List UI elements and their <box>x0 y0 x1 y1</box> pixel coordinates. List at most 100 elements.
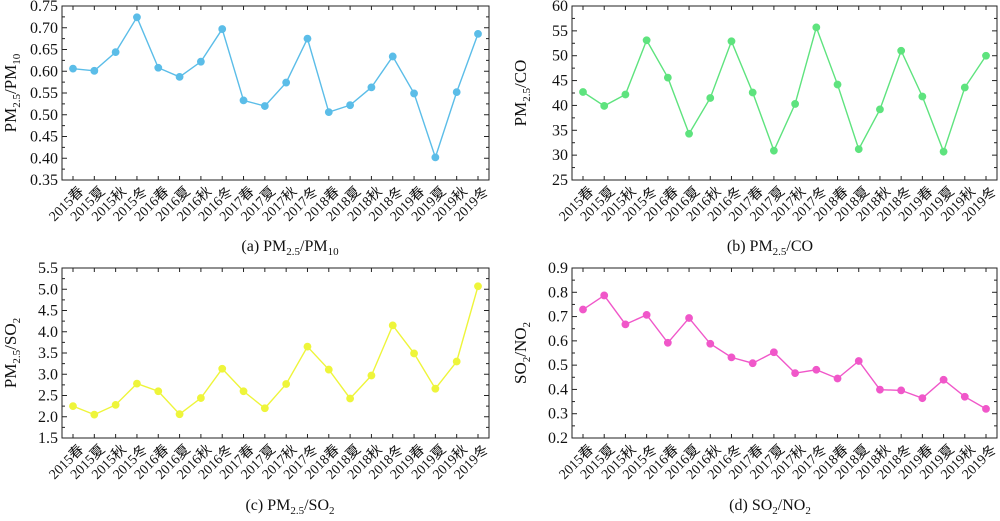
caption-d: (d) SO2/NO2 <box>729 497 811 518</box>
data-point <box>982 51 990 60</box>
data-point <box>812 365 821 374</box>
y-tick-label: 0.3 <box>548 406 568 423</box>
data-point <box>175 410 184 419</box>
data-point <box>452 88 461 97</box>
data-point <box>388 52 397 61</box>
plot-frame <box>61 267 490 439</box>
data-point <box>876 385 884 394</box>
data-point <box>791 369 800 378</box>
y-tick-label: 1.5 <box>38 430 58 447</box>
data-point <box>154 387 163 396</box>
data-point <box>346 394 355 403</box>
data-point <box>431 384 440 393</box>
y-tick-label: 0.50 <box>30 107 58 124</box>
data-point <box>303 34 312 43</box>
data-point <box>727 37 736 46</box>
y-tick-label: 50 <box>552 48 568 65</box>
data-point <box>431 153 440 162</box>
data-point <box>918 394 927 403</box>
plot-frame <box>571 267 998 439</box>
data-point <box>642 310 651 319</box>
data-point <box>939 375 948 384</box>
data-point <box>939 147 948 156</box>
y-tick-label: 45 <box>552 73 568 90</box>
data-point <box>982 404 990 413</box>
caption-a: (a) PM2.5/PM10 <box>241 238 339 259</box>
data-point <box>960 392 969 401</box>
data-point <box>90 410 99 419</box>
data-point <box>69 402 77 411</box>
y-tick-label: 0.8 <box>548 284 568 301</box>
y-tick-label: 0.2 <box>548 430 568 447</box>
y-tick-label: 0.55 <box>30 85 58 102</box>
y-tick-label: 40 <box>552 97 568 114</box>
y-tick-label: 0.65 <box>30 42 58 59</box>
y-tick-label: 0.6 <box>548 333 568 350</box>
y-tick-label: 5.5 <box>38 260 58 277</box>
data-point <box>367 371 376 380</box>
y-tick-label: 55 <box>552 23 568 40</box>
data-point <box>685 314 693 322</box>
plot-frame <box>61 5 490 181</box>
y-tick-label: 3.0 <box>38 366 58 383</box>
data-point <box>854 357 863 365</box>
caption-c: (c) PM2.5/SO2 <box>245 497 335 518</box>
data-point <box>388 321 397 330</box>
data-point <box>324 365 333 374</box>
data-point <box>111 48 120 57</box>
data-point <box>833 374 842 383</box>
data-point <box>410 349 418 358</box>
y-tick-label: 2.5 <box>38 388 58 405</box>
data-point <box>621 90 630 99</box>
y-tick-label: 35 <box>552 122 568 139</box>
data-point <box>876 105 884 114</box>
y-tick-label: 0.9 <box>548 260 568 277</box>
data-point <box>579 305 587 314</box>
y-tick-label: 25 <box>552 172 568 189</box>
data-point <box>854 145 863 154</box>
data-point <box>769 146 778 155</box>
y-axis-title: PM2.5/SO2 <box>1 318 23 388</box>
y-tick-label: 0.35 <box>30 172 58 189</box>
panel-a: 0.350.400.450.500.550.600.650.700.752015… <box>1 0 492 225</box>
data-point <box>748 88 757 97</box>
panel-b: 25303540455055602015春2015夏2015秋2015冬2016… <box>511 0 1000 225</box>
data-point <box>897 386 906 395</box>
y-tick-label: 2.0 <box>38 409 58 426</box>
data-point <box>685 129 693 138</box>
y-tick-label: 0.75 <box>30 0 58 15</box>
y-tick-label: 0.5 <box>548 357 568 374</box>
y-tick-label: 30 <box>552 147 568 164</box>
data-point <box>706 94 715 102</box>
data-point <box>897 46 906 55</box>
data-point <box>452 357 461 366</box>
data-point <box>133 13 141 22</box>
y-axis-title: PM2.5/PM10 <box>1 53 23 132</box>
y-tick-label: 4.0 <box>38 324 58 341</box>
y-tick-label: 0.60 <box>30 63 58 80</box>
data-point <box>239 96 248 105</box>
data-point <box>303 342 312 351</box>
data-point <box>196 57 205 66</box>
data-point <box>579 88 587 96</box>
data-point <box>642 36 651 45</box>
y-tick-label: 5.0 <box>38 281 58 298</box>
data-point <box>260 404 269 413</box>
data-point <box>410 89 418 98</box>
data-point <box>474 282 482 291</box>
y-tick-label: 3.5 <box>38 345 58 362</box>
data-point <box>918 92 927 101</box>
data-point <box>133 379 141 388</box>
series-line <box>582 25 987 154</box>
data-point <box>960 83 969 92</box>
y-axis-title: SO2/NO2 <box>511 322 533 384</box>
data-point <box>833 80 842 89</box>
y-tick-label: 0.40 <box>30 150 58 167</box>
data-point <box>621 320 630 329</box>
plot-frame <box>571 5 998 181</box>
data-point <box>791 100 800 108</box>
y-tick-label: 0.70 <box>30 20 58 37</box>
y-tick-label: 0.45 <box>30 129 58 146</box>
data-point <box>812 23 821 32</box>
